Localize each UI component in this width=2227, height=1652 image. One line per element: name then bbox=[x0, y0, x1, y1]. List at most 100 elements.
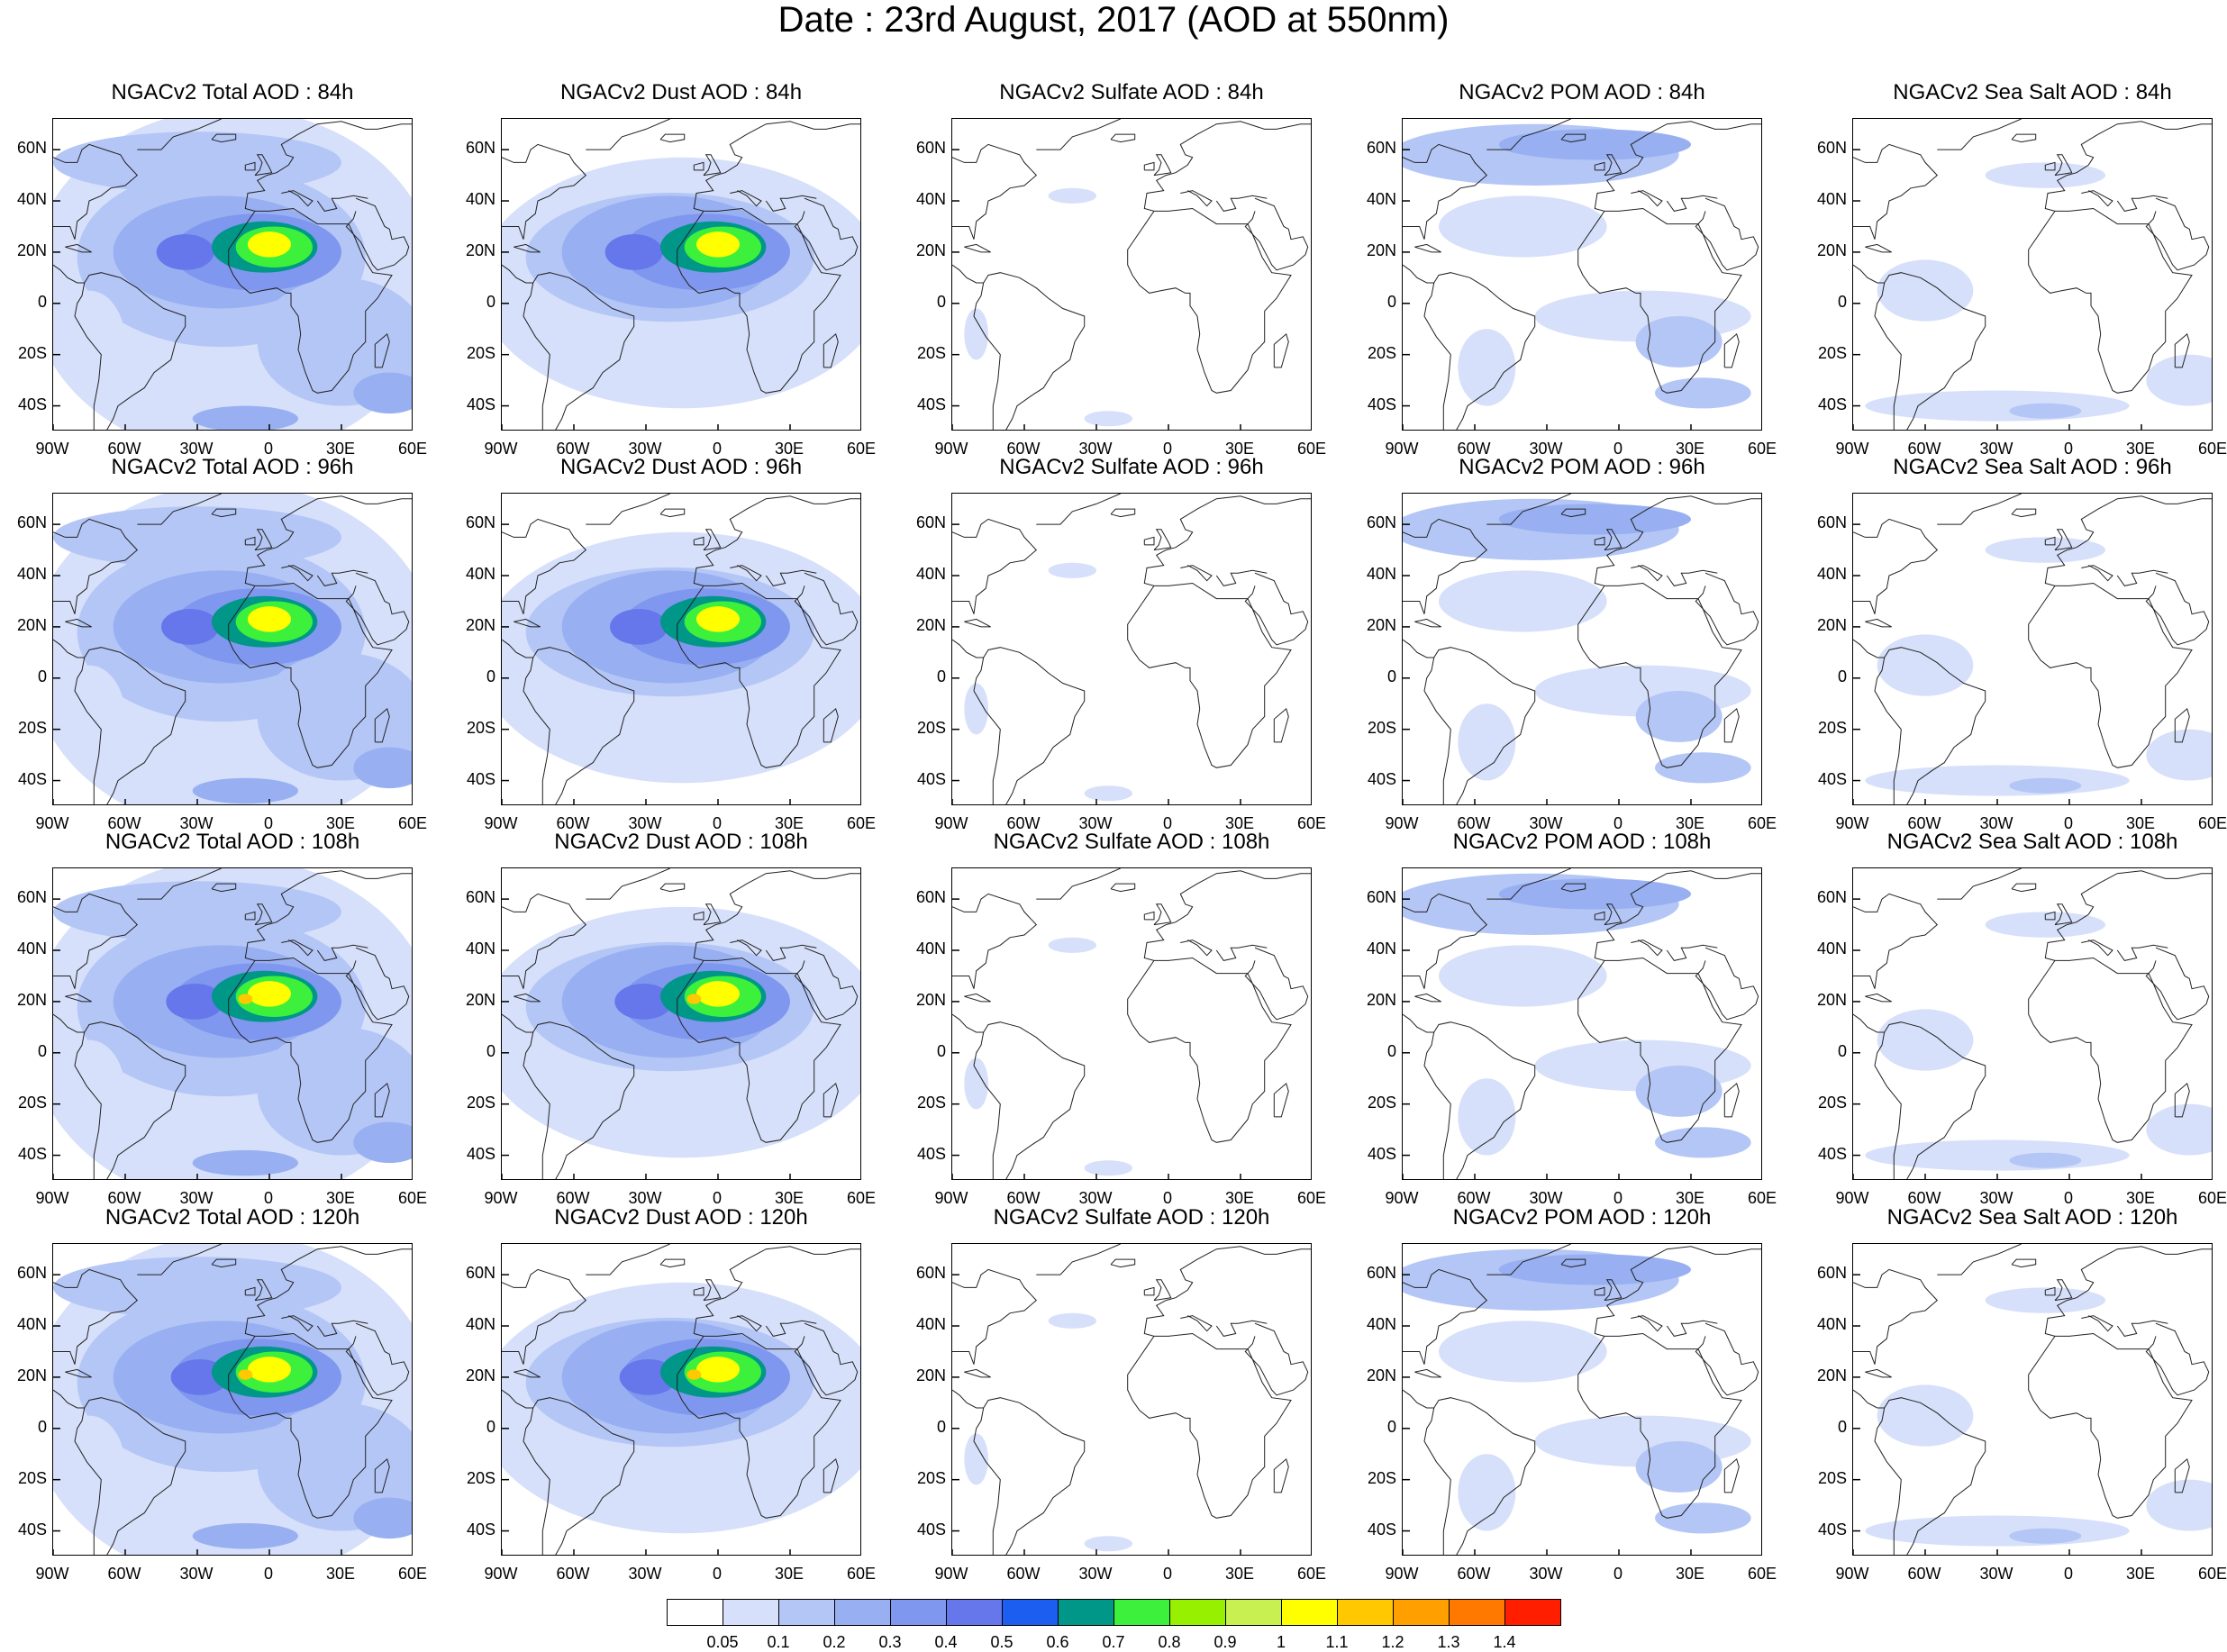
lon-tick-label: 90W bbox=[35, 440, 69, 458]
lon-tick-label: 0 bbox=[1613, 1189, 1623, 1207]
lat-tick-label: 40N bbox=[915, 1315, 946, 1334]
lat-tick-label: 60N bbox=[16, 888, 47, 907]
panel-title: NGACv2 Sea Salt AOD : 96h bbox=[1893, 455, 2172, 479]
colorbar-swatch bbox=[890, 1599, 947, 1626]
panel-title: NGACv2 Sea Salt AOD : 84h bbox=[1893, 80, 2172, 104]
lon-tick-label: 60W bbox=[107, 1565, 141, 1583]
colorbar-swatch bbox=[1449, 1599, 1505, 1626]
lat-tick-label: 20S bbox=[916, 1468, 946, 1487]
lon-tick-label: 60W bbox=[1907, 1189, 1941, 1207]
coastline bbox=[677, 207, 841, 394]
figure-title: Date : 23rd August, 2017 (AOD at 550nm) bbox=[777, 0, 1450, 40]
aod-map bbox=[1853, 119, 2212, 430]
colorbar-label: 0.4 bbox=[934, 1633, 958, 1651]
coastline bbox=[1110, 508, 1136, 518]
colorbar-swatch bbox=[834, 1599, 891, 1626]
lat-tick-label: 40N bbox=[465, 190, 495, 209]
lon-tick-label: 0 bbox=[712, 814, 722, 832]
lon-tick-label: 90W bbox=[484, 440, 518, 458]
coastline bbox=[514, 1368, 541, 1378]
coastline bbox=[1143, 121, 1311, 212]
coastline bbox=[964, 993, 991, 1003]
coastline bbox=[1244, 1322, 1309, 1396]
coastline bbox=[1244, 947, 1309, 1021]
lat-tick-label: 40S bbox=[916, 395, 946, 413]
coastline bbox=[211, 1258, 237, 1268]
coastline bbox=[65, 1368, 92, 1378]
coastline bbox=[1403, 1268, 1488, 1365]
lat-tick-label: 20N bbox=[465, 241, 495, 259]
coastline bbox=[53, 1389, 186, 1555]
coastline bbox=[1560, 883, 1586, 893]
lon-tick-label: 60E bbox=[397, 1565, 428, 1583]
coastline bbox=[137, 119, 222, 150]
coastline bbox=[523, 1031, 550, 1179]
coastline bbox=[2011, 883, 2037, 893]
aod-contour bbox=[1877, 1384, 1974, 1447]
aod-contour bbox=[192, 405, 298, 430]
coastline bbox=[730, 939, 762, 957]
lon-tick-label: 30W bbox=[179, 440, 214, 458]
aod-contour bbox=[1084, 1536, 1132, 1552]
lon-tick-label: 90W bbox=[934, 1189, 968, 1207]
aod-contour bbox=[53, 1257, 341, 1319]
aod-contour bbox=[2146, 729, 2212, 781]
coastline bbox=[316, 1320, 368, 1337]
lon-tick-label: 30W bbox=[628, 1189, 662, 1207]
aod-contour bbox=[696, 1357, 740, 1383]
aod-contour bbox=[1048, 1312, 1096, 1329]
coastline bbox=[2116, 944, 2168, 961]
colorbar-label: 0.1 bbox=[767, 1633, 790, 1651]
coastline bbox=[1577, 1332, 1742, 1519]
lon-tick-label: 30E bbox=[2125, 440, 2156, 458]
coastline bbox=[502, 143, 587, 240]
lat-tick-label: 40S bbox=[466, 1144, 495, 1163]
aod-contour bbox=[353, 1121, 412, 1164]
aod-contour bbox=[1877, 634, 1974, 696]
lat-tick-label: 0 bbox=[1386, 667, 1396, 685]
coastline bbox=[730, 190, 762, 207]
aod-map bbox=[1853, 494, 2212, 804]
lat-tick-label: 40S bbox=[1367, 395, 1396, 413]
colorbar-label: 1.3 bbox=[1437, 1633, 1460, 1651]
coastline bbox=[244, 161, 256, 171]
lon-tick-label: 60E bbox=[846, 814, 877, 832]
lat-tick-label: 60N bbox=[1366, 139, 1396, 158]
aod-contour bbox=[1655, 1127, 1751, 1158]
lon-tick-label: 30E bbox=[1675, 1189, 1705, 1207]
coastline bbox=[137, 1244, 222, 1275]
aod-contour bbox=[1865, 765, 2130, 796]
panel-title: NGACv2 Total AOD : 120h bbox=[105, 1205, 360, 1230]
coastline bbox=[1143, 495, 1311, 586]
lat-tick-label: 40S bbox=[916, 769, 946, 788]
aod-contour bbox=[2146, 354, 2212, 406]
coastline bbox=[703, 529, 722, 551]
colorbar-swatch bbox=[1225, 1599, 1282, 1626]
coastline bbox=[514, 618, 541, 628]
coastline bbox=[1631, 190, 1663, 207]
coastline bbox=[2174, 333, 2190, 368]
coastline bbox=[1403, 143, 1488, 240]
lon-tick-label: 90W bbox=[35, 814, 69, 832]
lon-tick-label: 0 bbox=[1162, 440, 1172, 458]
coastline bbox=[952, 1013, 1086, 1179]
lat-tick-label: 60N bbox=[16, 513, 47, 532]
coastline bbox=[952, 264, 1086, 430]
panel-title: NGACv2 Dust AOD : 108h bbox=[554, 830, 808, 854]
coastline bbox=[137, 868, 222, 900]
lat-tick-label: 40S bbox=[17, 1144, 47, 1163]
coastline bbox=[1143, 1246, 1311, 1337]
lon-tick-label: 60W bbox=[556, 440, 590, 458]
aod-contour bbox=[1877, 259, 1974, 322]
lat-tick-label: 20S bbox=[1817, 1468, 1847, 1487]
aod-contour bbox=[686, 1369, 702, 1380]
coastline bbox=[374, 1083, 390, 1118]
coastline bbox=[1695, 1322, 1759, 1396]
lon-tick-label: 60E bbox=[2197, 1189, 2227, 1207]
coastline bbox=[1853, 1268, 1939, 1365]
lat-tick-label: 20S bbox=[916, 343, 946, 362]
lon-tick-label: 90W bbox=[1385, 1189, 1419, 1207]
coastline bbox=[1594, 870, 1761, 961]
map-frame bbox=[1852, 493, 2213, 805]
lat-tick-label: 20N bbox=[1816, 990, 1847, 1009]
